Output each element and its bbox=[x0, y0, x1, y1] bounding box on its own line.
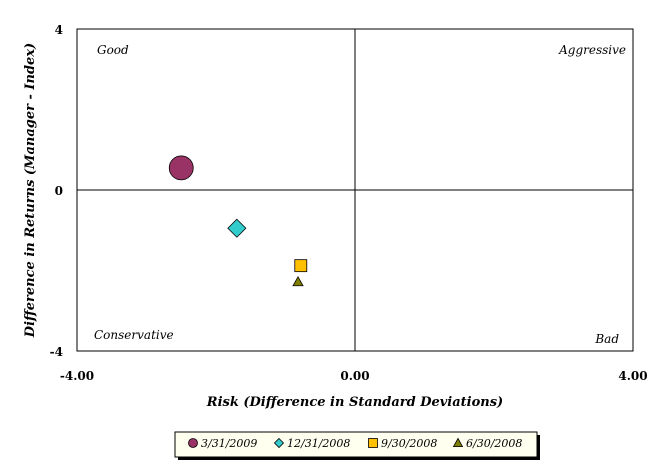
x-tick-label-left: -4.00 bbox=[60, 369, 94, 383]
legend-items: 3/31/2009 12/31/2008 9/30/2008 6/30/2008 bbox=[188, 437, 522, 450]
quadrant-label-aggressive: Aggressive bbox=[558, 43, 626, 57]
legend-label: 9/30/2008 bbox=[381, 437, 437, 450]
legend-label: 6/30/2008 bbox=[466, 437, 522, 450]
legend-marker bbox=[273, 437, 285, 449]
x-tick-label-mid: 0.00 bbox=[340, 369, 369, 383]
x-axis-title: Risk (Difference in Standard Deviations) bbox=[206, 395, 503, 410]
data-point-3-31-2009 bbox=[168, 155, 194, 181]
y-axis-title: Difference in Returns (Manager - Index) bbox=[23, 43, 38, 338]
y-tick-label-top: 4 bbox=[55, 23, 63, 37]
quadrant-label-conservative: Conservative bbox=[94, 328, 174, 342]
legend-box bbox=[174, 431, 538, 458]
legend-item-3-31-2009: 3/31/2009 bbox=[188, 437, 257, 450]
legend: 3/31/2009 12/31/2008 9/30/2008 6/30/2008 bbox=[174, 431, 540, 460]
legend-marker bbox=[452, 437, 464, 448]
quadrant-label-good: Good bbox=[97, 43, 129, 57]
legend-item-9-30-2008: 9/30/2008 bbox=[368, 437, 437, 450]
data-point-9-30-2008 bbox=[294, 259, 308, 273]
legend-item-6-30-2008: 6/30/2008 bbox=[452, 437, 522, 450]
x-tick-label-right: 4.00 bbox=[618, 369, 647, 383]
legend-item-12-31-2008: 12/31/2008 bbox=[273, 437, 350, 450]
data-point-12-31-2008 bbox=[227, 218, 247, 238]
data-point-6-30-2008 bbox=[292, 275, 304, 287]
legend-label: 12/31/2008 bbox=[287, 437, 350, 450]
legend-label: 3/31/2009 bbox=[201, 437, 257, 450]
y-tick-label-mid: 0 bbox=[55, 184, 63, 198]
y-tick-label-bottom: -4 bbox=[50, 345, 63, 359]
quadrant-label-bad: Bad bbox=[594, 332, 619, 346]
legend-marker bbox=[188, 438, 198, 448]
legend-marker bbox=[368, 438, 378, 448]
data-points bbox=[168, 155, 308, 287]
